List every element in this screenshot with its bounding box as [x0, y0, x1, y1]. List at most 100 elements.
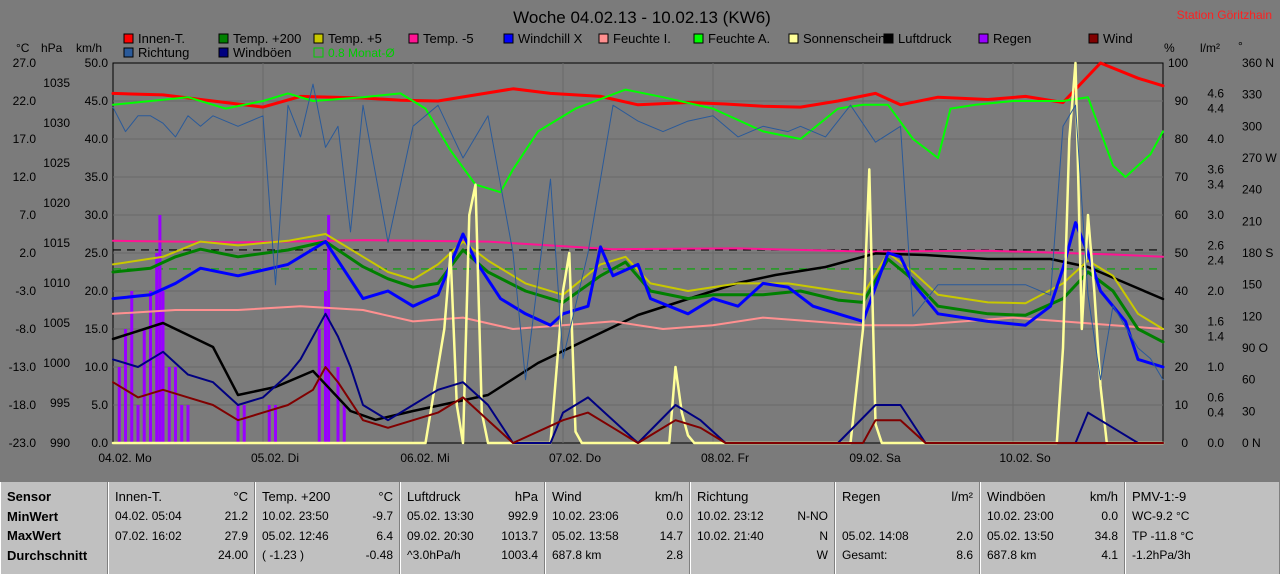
legend-swatch [123, 33, 134, 44]
stats-row: 687.8 km 4.1 [987, 548, 1118, 568]
series-sonnenschein [111, 61, 1165, 445]
legend-swatch [123, 47, 134, 58]
station-name: Station Göritzhain [1177, 8, 1272, 22]
series-wind [112, 366, 1164, 444]
stats-column: PMV-1:-9 WC-9.2 °C TP -11.8 °C -1.2hPa/3h [1125, 482, 1280, 574]
rain-bar [242, 405, 246, 443]
stats-column: Regen l/m² 05.02. 14:08 2.0 Gesamt: 8.6 [835, 482, 980, 574]
legend-swatch [503, 33, 514, 44]
legend-swatch [313, 47, 324, 58]
column-unit: km/h [1089, 489, 1118, 504]
rain-bar [136, 405, 140, 443]
stats-cell-value: W [816, 548, 828, 562]
stats-cell-label: 10.02. 23:06 [552, 509, 619, 523]
tick-label-temp: -23.0 [9, 436, 37, 450]
tick-label-rain: 2.4 [1207, 254, 1224, 268]
tick-label-temp: 12.0 [13, 170, 37, 184]
series-feuchte-a- [112, 88, 1164, 194]
stats-row: 09.02. 20:30 1013.7 [407, 529, 538, 549]
tick-label-day: 09.02. Sa [849, 451, 901, 465]
stats-cell-label: -1.2hPa/3h [1132, 548, 1191, 562]
rain-bar [317, 329, 321, 443]
stats-cell-label: 687.8 km [987, 548, 1037, 562]
stats-cell-label: 05.02. 13:58 [552, 528, 619, 543]
column-header: Wind km/h [552, 489, 683, 509]
stats-row: 24.00 [115, 548, 248, 568]
stats-row: 05.02. 12:46 6.4 [262, 529, 393, 549]
rain-bar [142, 329, 146, 443]
tick-label-kmh: 0.0 [91, 436, 108, 450]
stats-row: 05.02. 13:50 34.8 [987, 529, 1118, 549]
tick-label-pct: 70 [1175, 170, 1189, 184]
tick-label-day: 04.02. Mo [98, 451, 152, 465]
stats-column: Temp. +200 °C 10.02. 23:50 -9.7 05.02. 12:46… [255, 482, 400, 574]
tick-label-temp: -13.0 [9, 360, 37, 374]
tick-label-kmh: 40.0 [85, 132, 109, 146]
tick-label-dir: 150 [1242, 278, 1262, 292]
x-axis-ticks: 04.02. Mo 05.02. Di 06.02. Mi 07.02. Do 08.0… [98, 451, 1051, 465]
rain-bar [158, 215, 162, 443]
series-feuchte-i- [112, 305, 1164, 330]
tick-label-pct: 100 [1168, 56, 1188, 70]
legend-swatch [408, 33, 419, 44]
stats-cell-value: 27.9 [224, 528, 248, 543]
legend-label: Wind [1103, 31, 1133, 46]
legend-swatch [1088, 33, 1099, 44]
legend-label: Temp. +200 [233, 31, 301, 46]
tick-label-hpa: 990 [50, 436, 70, 450]
stats-column: Windböen km/h 10.02. 23:00 0.0 05.02. 13:50 3… [980, 482, 1125, 574]
stats-row: 10.02. 23:50 -9.7 [262, 509, 393, 529]
legend: Innen-T. Temp. +200 Temp. +5 Temp. -5 Windch… [123, 31, 1133, 60]
unit-hpa: hPa [41, 41, 63, 55]
tick-label-pct: 50 [1175, 246, 1189, 260]
tick-label-rain: 0.6 [1207, 390, 1224, 404]
stats-row [842, 509, 973, 529]
tick-label-pct: 60 [1175, 208, 1189, 222]
chart-title: Woche 04.02.13 - 10.02.13 (KW6) [513, 8, 771, 27]
stats-cell-value: 1003.4 [501, 548, 538, 562]
column-title: PMV-1:-9 [1132, 489, 1187, 504]
tick-label-dir: 90 O [1242, 341, 1268, 355]
tick-label-rain: 3.6 [1207, 162, 1224, 176]
stats-row: Gesamt: 8.6 [842, 548, 973, 568]
legend-swatch [313, 33, 324, 44]
tick-label-hpa: 1000 [43, 356, 70, 370]
column-header: Richtung [697, 489, 828, 509]
tick-label-dir: 240 [1242, 183, 1262, 197]
tick-label-pct: 40 [1175, 284, 1189, 298]
column-title: Wind [552, 489, 582, 504]
tick-label-day: 05.02. Di [251, 451, 299, 465]
stats-cell-value: -0.48 [365, 548, 393, 562]
tick-label-temp: 7.0 [19, 208, 36, 222]
stats-cell-value: 992.9 [507, 509, 538, 523]
stats-row: -1.2hPa/3h [1132, 548, 1273, 568]
legend-label: Richtung [138, 45, 189, 60]
rain-bar [174, 367, 177, 443]
tick-label-pct: 20 [1175, 360, 1189, 374]
column-title: Innen-T. [115, 489, 162, 504]
stats-cell-value: N [819, 528, 828, 543]
tick-label-hpa: 1005 [43, 316, 70, 330]
tick-label-kmh: 45.0 [85, 94, 109, 108]
column-title: Windböen [987, 489, 1046, 504]
column-unit: °C [378, 489, 393, 504]
unit-rain: l/m² [1200, 41, 1220, 55]
legend-label: Windböen [233, 45, 292, 60]
row-label-sensor: Sensor [7, 489, 52, 504]
stats-cell-value: 14.7 [659, 528, 683, 543]
tick-label-hpa: 1030 [43, 116, 70, 130]
tick-label-rain: 4.4 [1207, 102, 1224, 116]
tick-label-pct: 90 [1175, 94, 1189, 108]
tick-label-kmh: 20.0 [85, 284, 109, 298]
series-temp-5 [112, 233, 1164, 330]
tick-label-rain: 4.0 [1207, 132, 1224, 146]
tick-label-hpa: 1025 [43, 156, 70, 170]
column-title: Temp. +200 [262, 489, 331, 504]
column-header: Windböen km/h [987, 489, 1118, 509]
stats-column: Richtung 10.02. 23:12 N-NO 10.02. 21:40 N W [690, 482, 835, 574]
tick-label-temp: -18.0 [9, 398, 37, 412]
tick-label-kmh: 30.0 [85, 208, 109, 222]
rain-bar [267, 405, 271, 443]
stats-cell-label: WC-9.2 °C [1132, 509, 1190, 523]
tick-label-day: 10.02. So [999, 451, 1051, 465]
